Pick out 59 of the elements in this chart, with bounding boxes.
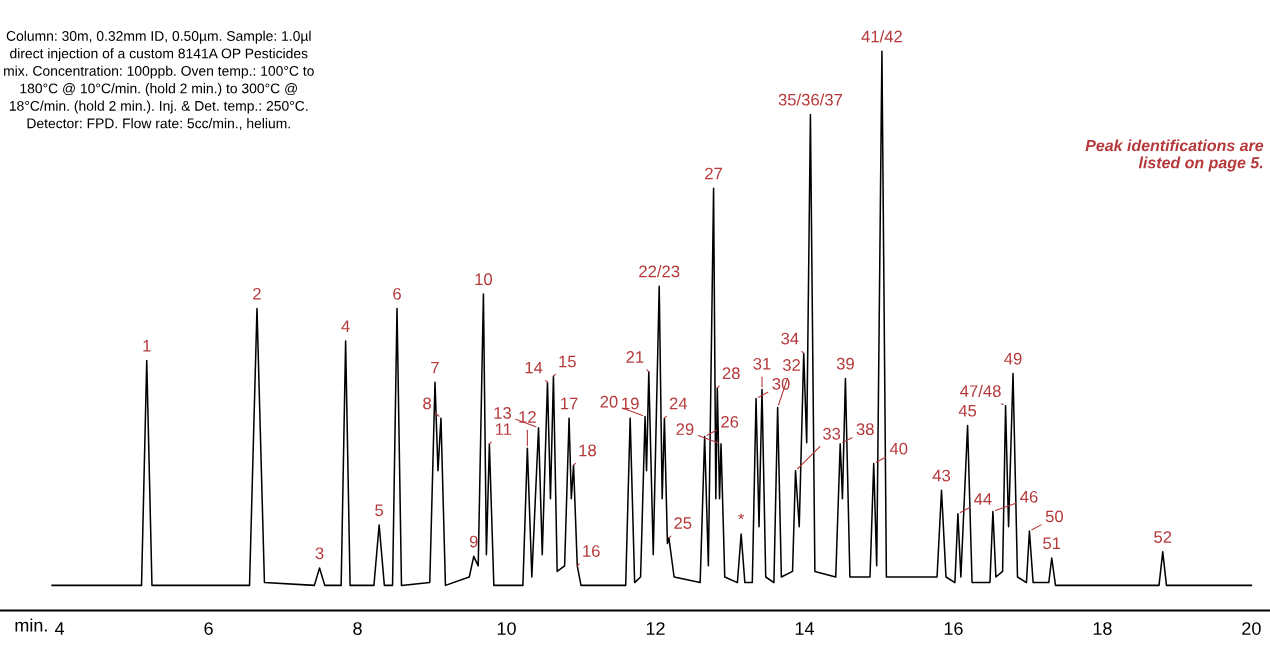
annotation: Column: 30m, 0.32mm ID, 0.50µm. Sample: 1.0µl direct injection of a custom 8141A OP Pesticides mix. Concentration: 100ppb. Oven temp.: 100°C to 180°C @ 10°C/min. (hold 2 min.) to 300°C @ 18°C/min. (hold 2 min.). Inj. & Det. temp.: 250°C. Detector: FPD. Flow rate: 5cc/min., helium.	[4, 30, 314, 130]
annotation: 46	[1020, 490, 1038, 503]
annotation: 9	[469, 535, 478, 548]
annotation: 39	[836, 357, 854, 370]
annotation: 52	[1154, 531, 1172, 543]
annotation: 28	[722, 367, 740, 380]
annotation: 45	[958, 404, 977, 417]
annotation: 51	[1043, 537, 1061, 550]
x-axis-title: min.	[15, 618, 47, 632]
x-tick-label: 6	[204, 622, 213, 635]
annotation: 34	[781, 332, 799, 345]
annotation: 5	[375, 504, 384, 517]
annotation: 40	[889, 442, 908, 455]
annotation: *	[738, 513, 745, 520]
annotation: 50	[1045, 510, 1064, 523]
annotation: 14	[525, 361, 543, 374]
annotation: 15	[559, 355, 576, 368]
annotation: 38	[856, 423, 874, 436]
annotation: 2	[253, 287, 261, 300]
annotation: 16	[583, 545, 600, 557]
annotation: 32	[782, 359, 800, 371]
annotation: 18	[579, 444, 596, 457]
x-tick-label: 12	[646, 622, 665, 635]
annotation: 33	[823, 427, 841, 440]
annotation: 12	[519, 411, 536, 423]
annotation: 49	[1004, 352, 1022, 365]
annotation: 24	[669, 397, 688, 410]
annotation: 47/48	[960, 384, 1001, 398]
x-tick-label: 18	[1093, 622, 1112, 635]
x-tick-label: 20	[1242, 622, 1261, 635]
annotation: 8	[423, 397, 431, 410]
annotation: 1	[143, 340, 151, 352]
annotation: 31	[753, 357, 771, 370]
annotation: 44	[974, 493, 992, 505]
annotation: 6	[393, 287, 401, 300]
annotation: 4	[341, 320, 350, 332]
annotation: 26	[721, 415, 739, 428]
annotation: 3	[315, 547, 324, 560]
annotation: 22/23	[639, 265, 680, 278]
annotation: 29	[676, 423, 694, 436]
annotation: 10	[475, 273, 493, 286]
annotation: 20	[600, 395, 618, 408]
annotation: 11	[495, 423, 512, 435]
annotation: 17	[561, 397, 578, 410]
x-tick-label: 8	[353, 622, 362, 635]
annotation: 35/36/37	[778, 93, 843, 106]
x-tick-label: 14	[795, 622, 814, 635]
annotation: 21	[626, 351, 644, 363]
x-tick-label: 10	[497, 622, 516, 635]
x-tick-label: 4	[54, 622, 65, 635]
annotation: 27	[705, 167, 723, 180]
annotation: 7	[431, 361, 439, 374]
annotation: 19	[622, 397, 639, 410]
annotation: Peak identifications are listed on page 5.	[1085, 139, 1264, 172]
x-tick-label: 16	[944, 622, 963, 635]
annotation: 41/42	[861, 30, 902, 43]
annotation: 25	[674, 517, 692, 529]
annotation: 43	[932, 469, 951, 482]
annotation: 13	[494, 407, 511, 419]
